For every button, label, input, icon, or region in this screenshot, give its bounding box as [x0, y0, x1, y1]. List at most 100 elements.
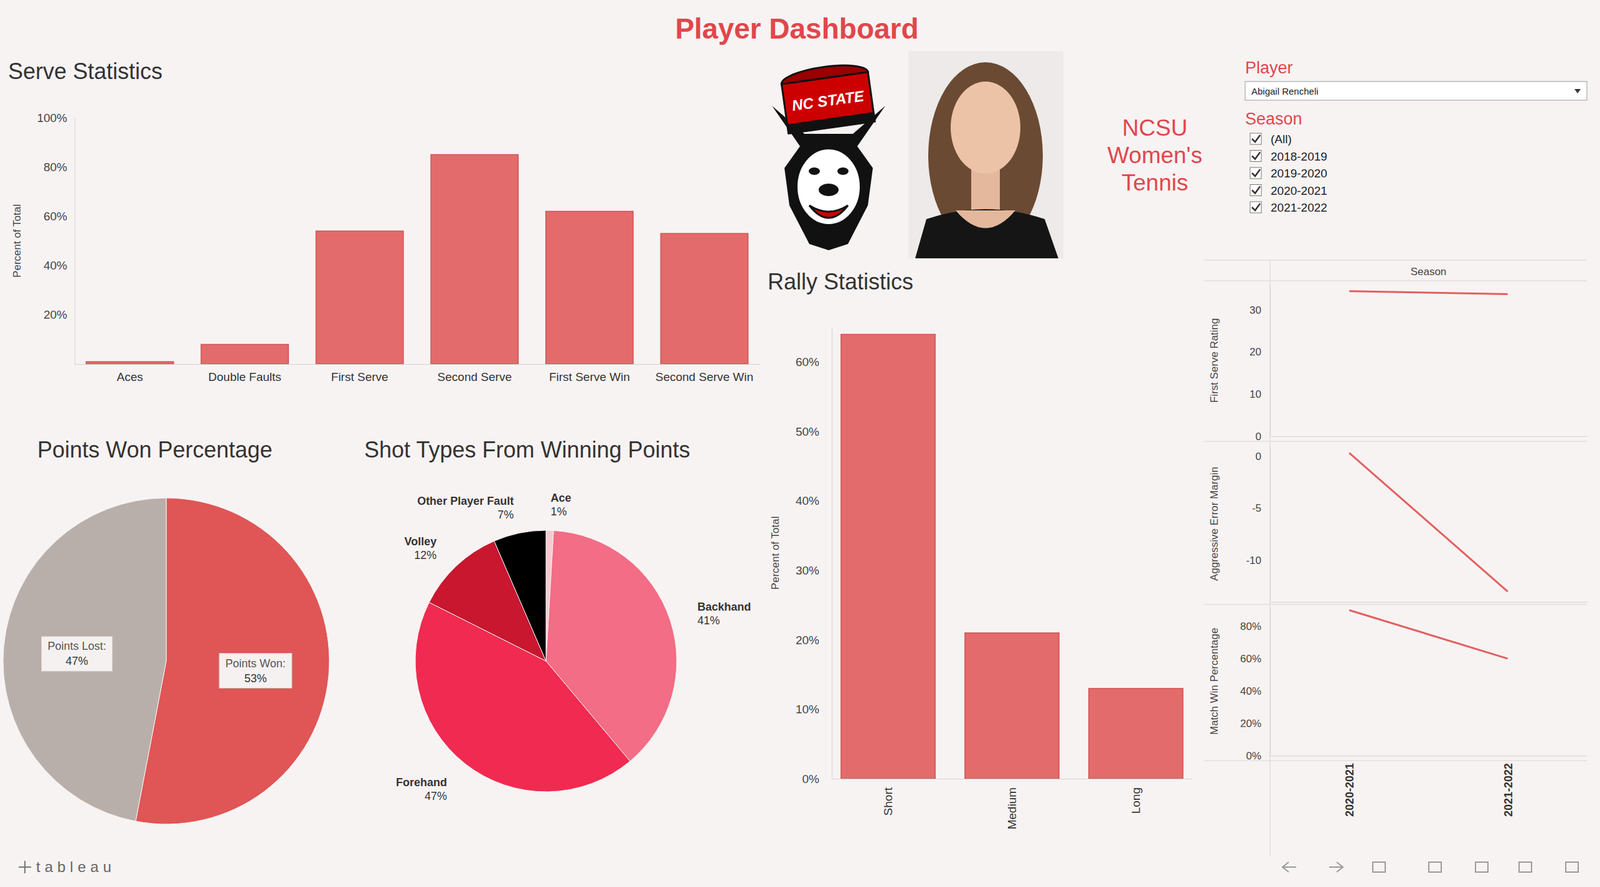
season-checkbox[interactable]: 2019-2020	[1250, 166, 1328, 180]
season-checkbox[interactable]: (All)	[1250, 132, 1292, 146]
line-chart: 0%20%40%60%80%2020-20212021-2022Match Wi…	[1208, 607, 1588, 818]
toolbar-button[interactable]	[1428, 862, 1442, 873]
dropdown-box[interactable]	[1245, 81, 1587, 101]
tick: 30	[1249, 304, 1271, 317]
label-box	[219, 653, 292, 689]
tick: 40%	[43, 258, 75, 273]
axis-line	[1270, 436, 1588, 438]
axis-title: Season	[1410, 265, 1447, 278]
label-value: 47%	[65, 654, 89, 668]
axis	[1270, 602, 1588, 604]
checkbox-label[interactable]: 2019-2020	[1270, 166, 1328, 180]
player-dropdown[interactable]: Abigail Rencheli	[1245, 81, 1587, 101]
checkmark[interactable]	[1251, 152, 1261, 160]
checkmark[interactable]	[1251, 186, 1261, 194]
logo-head	[771, 105, 886, 251]
photo-skin	[955, 210, 1016, 229]
axis-title: First Serve Rating	[1208, 318, 1221, 403]
label-value: 47%	[424, 790, 448, 803]
checkmark[interactable]	[1251, 169, 1261, 177]
filter-label: Season	[1245, 109, 1303, 129]
season-checkbox[interactable]: 2020-2021	[1250, 184, 1328, 198]
panel-frame	[1204, 260, 1587, 857]
checkbox-label[interactable]: 2018-2019	[1270, 150, 1328, 164]
tick-label: 40%	[43, 258, 68, 273]
series-line	[1349, 291, 1508, 295]
axis	[1270, 436, 1588, 438]
pie-chart: Points Won PercentagePoints Won:53%Point…	[3, 437, 330, 825]
tick: 60%	[795, 355, 832, 369]
tick: 0	[1255, 430, 1271, 443]
toolbar-button[interactable]	[1329, 862, 1343, 873]
tick-label: 60%	[43, 209, 68, 223]
axis: ShortMediumLong	[832, 778, 1193, 830]
checkmark[interactable]	[1251, 203, 1261, 211]
toolbar-button[interactable]	[1519, 862, 1532, 873]
bar	[660, 233, 748, 365]
tick-label: 20%	[1240, 717, 1262, 730]
tick: 40%	[795, 494, 832, 508]
season-checkbox[interactable]: 2021-2022	[1250, 201, 1328, 215]
logo-eye	[808, 167, 820, 175]
label-name: Points Won:	[225, 657, 286, 670]
bar	[85, 361, 174, 365]
chart-title: Rally Statistics	[767, 268, 914, 295]
bar	[316, 230, 404, 365]
axis-line	[1270, 755, 1588, 757]
checkbox[interactable]	[1250, 150, 1262, 162]
tick: 80%	[1240, 620, 1271, 633]
team-name-line: Tennis	[1121, 169, 1189, 196]
tick-label: 0	[1255, 430, 1262, 443]
bar	[545, 211, 634, 365]
background	[0, 0, 1600, 887]
tick-label: -5	[1251, 502, 1262, 515]
tick-label: -10	[1245, 554, 1262, 567]
team-name: NCSUWomen'sTennis	[1107, 115, 1203, 196]
axis-line	[74, 118, 76, 365]
axis-line	[832, 778, 1193, 780]
tick: 20%	[1240, 717, 1271, 730]
tick-label: 30%	[795, 564, 820, 578]
checkbox[interactable]	[1250, 184, 1262, 197]
tick: 80%	[43, 160, 75, 174]
tick: 20%	[43, 308, 75, 322]
chart-title: Shot Types From Winning Points	[364, 437, 691, 463]
axis: 0102030	[1249, 285, 1271, 443]
dropdown-value[interactable]: Abigail Rencheli	[1251, 85, 1319, 97]
bar	[201, 344, 289, 365]
team-name-line: NCSU	[1122, 115, 1188, 141]
tick: -10	[1245, 554, 1271, 567]
label-value: 53%	[244, 672, 267, 685]
checkmark[interactable]	[1251, 135, 1261, 142]
checkbox-label[interactable]: 2021-2022	[1270, 201, 1328, 215]
toolbar-button[interactable]	[1475, 862, 1488, 873]
toolbar-button[interactable]	[1565, 862, 1579, 873]
data-label: Points Won: 53%	[219, 653, 292, 689]
lines	[1349, 291, 1508, 295]
tick-label: 20	[1249, 346, 1262, 358]
axis: 0-5-10	[1245, 446, 1271, 603]
tick: 0%	[802, 772, 832, 786]
bar	[841, 334, 936, 779]
toolbar-button[interactable]	[1282, 862, 1297, 873]
toolbar-button[interactable]	[1372, 862, 1386, 873]
panel-divider	[1204, 760, 1587, 762]
checkbox[interactable]	[1250, 201, 1262, 213]
dropdown-caret[interactable]	[1574, 89, 1581, 94]
tick: 20	[1249, 346, 1271, 358]
tick-label: 40%	[1240, 685, 1262, 698]
tick-label: 0%	[802, 772, 820, 786]
tick: -5	[1251, 502, 1271, 515]
checkbox[interactable]	[1250, 167, 1262, 179]
checkbox-label[interactable]: (All)	[1270, 132, 1292, 146]
tick-label: 100%	[36, 111, 68, 125]
bars	[85, 154, 748, 365]
checkbox[interactable]	[1250, 133, 1262, 145]
bar	[430, 154, 518, 365]
checkbox-label[interactable]: 2020-2021	[1270, 184, 1328, 198]
bar	[964, 633, 1059, 779]
line-chart: 0-5-10Aggressive Error Margin	[1208, 446, 1588, 603]
season-checkbox[interactable]: 2018-2019	[1250, 150, 1328, 164]
photo-neck	[971, 168, 1000, 212]
tick: Double Faults	[208, 364, 282, 384]
